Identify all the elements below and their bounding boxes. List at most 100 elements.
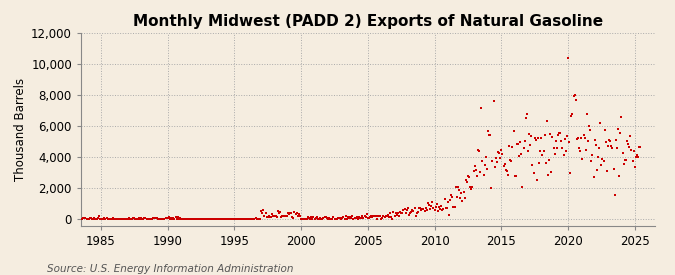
- Point: [186, 217, 196, 221]
- Point: [329, 217, 340, 221]
- Point: [583, 138, 593, 143]
- Point: [206, 217, 217, 221]
- Point: [167, 217, 178, 221]
- Point: [392, 213, 402, 217]
- Point: [234, 217, 244, 221]
- Point: [137, 217, 148, 221]
- Point: [359, 213, 370, 218]
- Point: [477, 159, 488, 163]
- Point: [257, 211, 268, 216]
- Point: [437, 208, 448, 213]
- Point: [119, 216, 130, 221]
- Point: [122, 216, 133, 221]
- Point: [247, 217, 258, 221]
- Point: [608, 167, 619, 171]
- Point: [440, 205, 451, 210]
- Point: [516, 152, 526, 156]
- Point: [219, 217, 230, 221]
- Point: [605, 139, 616, 143]
- Point: [404, 213, 414, 217]
- Point: [138, 217, 148, 221]
- Point: [101, 216, 112, 220]
- Point: [457, 198, 468, 203]
- Point: [622, 142, 633, 146]
- Point: [298, 217, 308, 221]
- Point: [162, 216, 173, 220]
- Point: [225, 217, 236, 221]
- Point: [436, 204, 447, 208]
- Point: [269, 214, 280, 218]
- Point: [222, 217, 233, 221]
- Point: [179, 217, 190, 221]
- Point: [584, 124, 595, 128]
- Point: [71, 217, 82, 221]
- Point: [280, 214, 291, 219]
- Point: [148, 216, 159, 220]
- Point: [612, 145, 622, 150]
- Point: [279, 213, 290, 218]
- Point: [620, 157, 631, 162]
- Point: [554, 130, 564, 135]
- Point: [417, 207, 428, 211]
- Point: [593, 155, 603, 160]
- Point: [373, 213, 383, 218]
- Point: [115, 217, 126, 221]
- Point: [122, 217, 132, 221]
- Point: [491, 160, 502, 164]
- Point: [411, 211, 422, 215]
- Point: [594, 145, 605, 150]
- Point: [476, 105, 487, 110]
- Point: [177, 217, 188, 221]
- Point: [352, 214, 362, 219]
- Point: [598, 158, 609, 163]
- Point: [589, 138, 600, 142]
- Point: [175, 216, 186, 220]
- Point: [320, 215, 331, 219]
- Point: [155, 217, 165, 221]
- Point: [538, 149, 549, 153]
- Point: [237, 217, 248, 221]
- Point: [622, 139, 632, 144]
- Point: [350, 216, 361, 221]
- Point: [342, 215, 353, 219]
- Point: [510, 174, 521, 178]
- Point: [321, 216, 332, 221]
- Point: [377, 216, 387, 220]
- Point: [93, 214, 104, 219]
- Point: [582, 112, 593, 116]
- Point: [194, 217, 205, 221]
- Point: [252, 216, 263, 221]
- Point: [111, 217, 122, 221]
- Point: [140, 216, 151, 220]
- Point: [371, 217, 382, 221]
- Point: [550, 138, 561, 143]
- Point: [522, 112, 533, 116]
- Point: [286, 211, 296, 215]
- Point: [603, 138, 614, 142]
- Point: [213, 217, 223, 221]
- Point: [335, 217, 346, 221]
- Point: [256, 209, 267, 213]
- Point: [580, 148, 591, 153]
- Point: [514, 154, 524, 158]
- Point: [579, 136, 590, 140]
- Point: [354, 215, 364, 219]
- Point: [146, 217, 157, 221]
- Point: [314, 217, 325, 221]
- Point: [512, 141, 523, 146]
- Point: [606, 144, 617, 148]
- Point: [248, 217, 259, 221]
- Point: [398, 207, 409, 212]
- Point: [517, 185, 528, 190]
- Point: [553, 133, 564, 137]
- Point: [77, 216, 88, 221]
- Point: [414, 206, 425, 210]
- Point: [70, 216, 81, 221]
- Point: [489, 164, 500, 169]
- Point: [379, 214, 390, 219]
- Point: [547, 135, 558, 139]
- Point: [388, 210, 399, 214]
- Point: [575, 149, 586, 153]
- Point: [512, 142, 522, 147]
- Point: [79, 216, 90, 220]
